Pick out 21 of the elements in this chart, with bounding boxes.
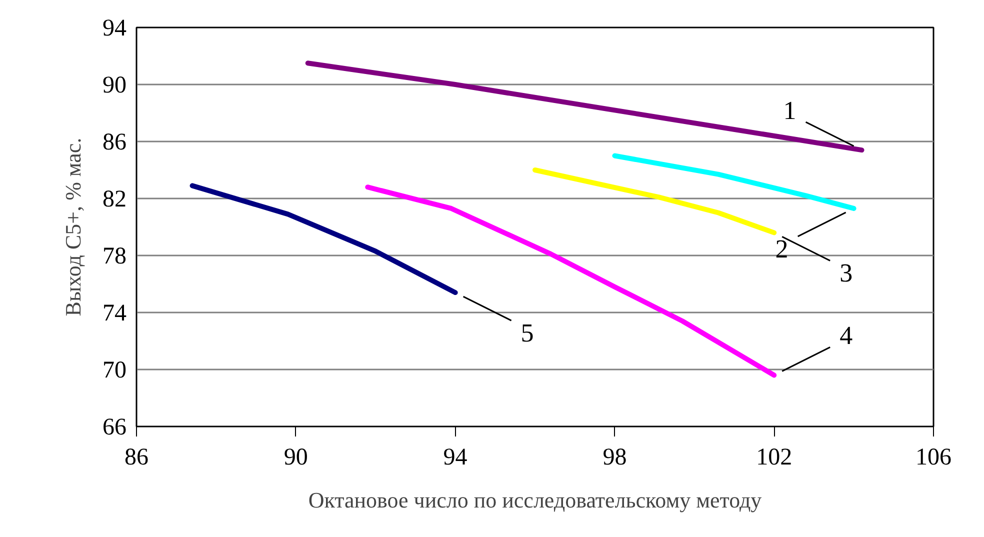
y-tick-label: 82: [102, 186, 126, 212]
text: 5: [520, 318, 534, 348]
x-tick-label: 86: [124, 444, 148, 470]
x-tick-label: 102: [756, 444, 792, 470]
x-tick-label: 94: [443, 444, 468, 470]
y-axis-title: Выход С5+, % мас.: [60, 138, 86, 316]
y-tick-label: 78: [102, 244, 126, 270]
y-tick-label: 66: [102, 414, 126, 440]
y-tick-label: 86: [102, 130, 126, 156]
y-tick-label: 94: [102, 16, 126, 42]
series-label: 2: [775, 234, 788, 264]
text: 3: [840, 258, 853, 288]
series-label: 1: [783, 96, 796, 126]
y-tick-label: 90: [102, 72, 126, 98]
y-tick-label: 70: [102, 358, 126, 384]
x-tick-label: 90: [284, 444, 308, 470]
y-tick-label: 74: [102, 300, 126, 326]
text: 4: [840, 321, 853, 350]
x-tick-label: 98: [602, 444, 627, 470]
x-axis-title: Октановое число по исследовательскому методу: [308, 488, 762, 512]
x-tick-label: 106: [916, 444, 952, 470]
